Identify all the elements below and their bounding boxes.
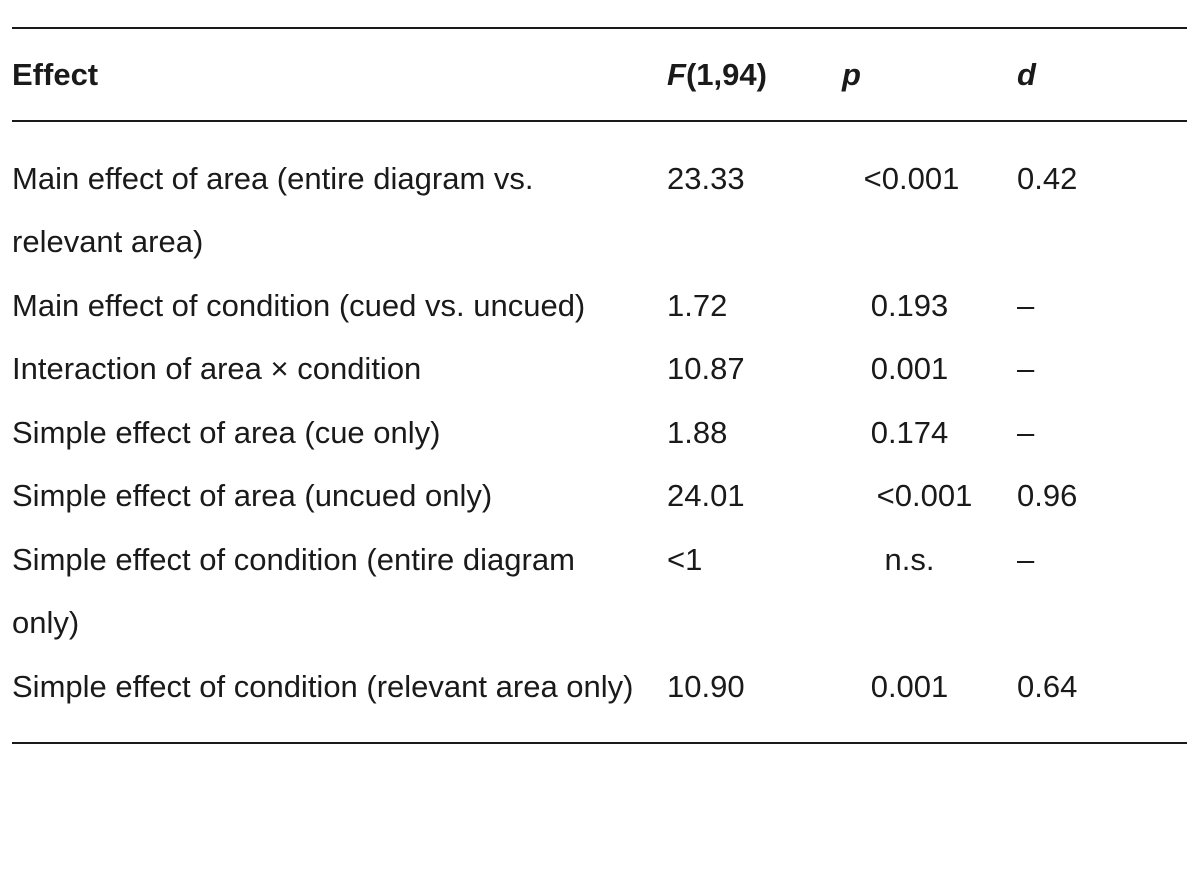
cell-d: –: [1017, 541, 1035, 577]
table-row: Interaction of area × condition 10.87 0.…: [12, 337, 1187, 401]
cell-d: 0.96: [1017, 478, 1078, 513]
cell-d: –: [1017, 351, 1035, 386]
cell-effect: Main effect of condition (cued vs. uncue…: [12, 287, 586, 323]
cell-f: 10.90: [667, 668, 745, 704]
cell-effect: Simple effect of area (cue only): [12, 414, 441, 450]
cell-effect: Simple effect of area (uncued only): [12, 478, 493, 513]
table-row: Main effect of condition (cued vs. uncue…: [12, 274, 1187, 338]
statistics-table: Effect F(1,94) p d Main effect of area (…: [12, 27, 1187, 744]
cell-p: 0.174: [870, 414, 949, 450]
header-f: F(1,94): [667, 57, 842, 93]
cell-d: –: [1017, 414, 1035, 450]
cell-effect: Interaction of area × condition: [12, 351, 422, 386]
cell-effect: Simple effect of condition (entire diagr…: [12, 541, 575, 641]
cell-p: 0.001: [870, 668, 949, 704]
cell-f: 24.01: [667, 478, 745, 513]
cell-f: 1.72: [667, 287, 728, 323]
table-row: Simple effect of area (cue only) 1.88 0.…: [12, 401, 1187, 465]
top-rule: [12, 27, 1187, 29]
cell-effect: Main effect of area (entire diagram vs. …: [12, 160, 534, 260]
table-row: Simple effect of condition (relevant are…: [12, 655, 1187, 719]
header-f-symbol: F: [667, 56, 686, 92]
table-header: Effect F(1,94) p d: [12, 29, 1187, 120]
cell-d: 0.64: [1017, 668, 1078, 704]
table-row: Simple effect of area (uncued only) 24.0…: [12, 464, 1187, 528]
cell-effect: Simple effect of condition (relevant are…: [12, 668, 634, 704]
cell-p: 0.193: [870, 287, 949, 323]
cell-p: 0.001: [870, 351, 949, 386]
header-effect: Effect: [12, 56, 99, 92]
cell-f: 10.87: [667, 351, 745, 386]
cell-f: 23.33: [667, 160, 745, 196]
table-row: Simple effect of condition (entire diagr…: [12, 528, 1187, 655]
header-d: d: [1017, 56, 1036, 92]
bottom-rule: [12, 742, 1187, 744]
header-rule: [12, 120, 1187, 122]
cell-f: 1.88: [667, 414, 728, 450]
cell-d: 0.42: [1017, 160, 1078, 196]
header-p: p: [842, 56, 861, 92]
cell-d: –: [1017, 287, 1035, 323]
table-row: Main effect of area (entire diagram vs. …: [12, 147, 1187, 274]
cell-f: <1: [667, 541, 703, 577]
cell-p: n.s.: [884, 541, 935, 577]
header-f-df: (1,94): [685, 56, 767, 92]
cell-p: <0.001: [863, 160, 960, 196]
table-body: Main effect of area (entire diagram vs. …: [12, 122, 1187, 743]
cell-p: <0.001: [876, 478, 973, 513]
